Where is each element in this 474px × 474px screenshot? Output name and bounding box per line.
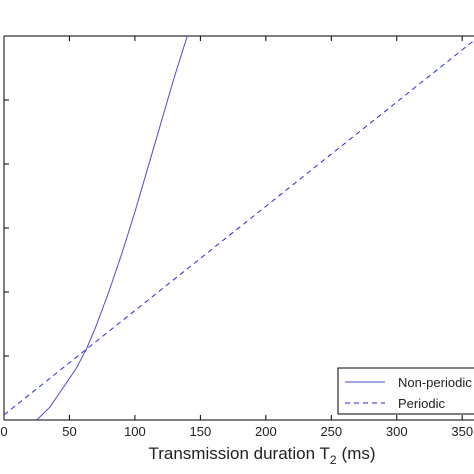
- x-label-main: Transmission duration T: [148, 444, 329, 463]
- plot-area: 0501001502002503003500123456Non-periodic…: [0, 35, 474, 439]
- legend-label: Periodic: [398, 396, 445, 411]
- x-tick-label: 200: [255, 424, 277, 439]
- x-label-unit: (ms): [342, 444, 376, 463]
- x-label-sub: 2: [330, 453, 337, 467]
- x-tick-label: 350: [451, 424, 473, 439]
- x-tick-label: 150: [190, 424, 212, 439]
- x-tick-label: 250: [320, 424, 342, 439]
- x-tick-label: 100: [124, 424, 146, 439]
- x-tick-label: 0: [0, 424, 7, 439]
- legend: Non-periodic Periodic: [337, 367, 474, 415]
- x-tick-label: 50: [62, 424, 76, 439]
- legend-label: Non-periodic: [398, 375, 472, 390]
- x-tick-label: 300: [386, 424, 408, 439]
- legend-box: [337, 367, 474, 415]
- series-line: [36, 35, 188, 421]
- series-line: [3, 40, 474, 416]
- x-axis-label: Transmission duration T2 (ms): [148, 444, 375, 467]
